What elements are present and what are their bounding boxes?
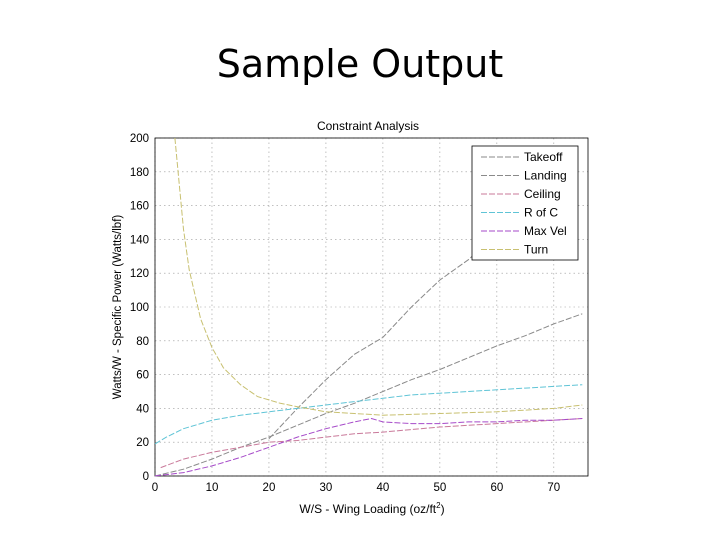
legend: Takeoff Landing Ceiling R of C Max Vel Turn bbox=[471, 145, 579, 261]
y-axis-ticks: 0 20 40 60 80 100 120 140 160 180 200 bbox=[130, 133, 149, 483]
series-line-r-of-c bbox=[154, 384, 583, 445]
chart-title: Constraint Analysis bbox=[317, 119, 419, 133]
y-tick-label: 100 bbox=[130, 302, 149, 314]
legend-label: Landing bbox=[524, 169, 567, 183]
x-axis-ticks: 0 10 20 30 40 50 60 70 bbox=[152, 482, 560, 494]
y-tick-label: 0 bbox=[143, 471, 149, 483]
series-line-max-vel bbox=[154, 417, 583, 477]
x-tick-label: 50 bbox=[433, 482, 446, 494]
x-axis-label-text: W/S - Wing Loading (oz/ft bbox=[299, 502, 436, 516]
legend-box bbox=[471, 145, 579, 261]
y-tick-label: 20 bbox=[136, 437, 149, 449]
x-axis-label-close: ) bbox=[441, 502, 445, 516]
legend-label: R of C bbox=[524, 206, 558, 220]
y-tick-label: 160 bbox=[130, 201, 149, 213]
x-tick-label: 70 bbox=[547, 482, 560, 494]
y-tick-label: 60 bbox=[136, 370, 149, 382]
legend-label: Turn bbox=[524, 243, 548, 257]
series-line-takeoff bbox=[154, 313, 583, 477]
x-axis-label-superscript: 2 bbox=[436, 501, 441, 510]
y-axis-label: Watts/W - Specific Power (Watts/lbf) bbox=[112, 215, 124, 400]
legend-label: Ceiling bbox=[524, 187, 561, 201]
slide-title: Sample Output bbox=[216, 42, 504, 86]
y-tick-label: 200 bbox=[130, 133, 149, 145]
plot-area-frame bbox=[154, 137, 589, 477]
x-tick-label: 0 bbox=[152, 482, 158, 494]
y-tick-label: 140 bbox=[130, 234, 149, 246]
y-tick-label: 180 bbox=[130, 167, 149, 179]
legend-items: Takeoff Landing Ceiling R of C Max Vel Turn bbox=[481, 150, 567, 257]
x-tick-label: 30 bbox=[320, 482, 333, 494]
x-tick-label: 60 bbox=[490, 482, 503, 494]
series-line-turn bbox=[174, 137, 583, 416]
series-line-landing bbox=[268, 205, 543, 440]
legend-label: Takeoff bbox=[524, 150, 563, 164]
y-tick-label: 40 bbox=[136, 403, 149, 415]
y-tick-label: 80 bbox=[136, 336, 149, 348]
x-tick-label: 40 bbox=[376, 482, 389, 494]
x-tick-label: 20 bbox=[263, 482, 276, 494]
series-lines bbox=[154, 137, 583, 477]
legend-label: Max Vel bbox=[524, 224, 567, 238]
y-tick-label: 120 bbox=[130, 268, 149, 280]
x-tick-label: 10 bbox=[206, 482, 219, 494]
x-axis-label: W/S - Wing Loading (oz/ft2) bbox=[299, 501, 444, 516]
series-line-ceiling bbox=[160, 418, 583, 469]
